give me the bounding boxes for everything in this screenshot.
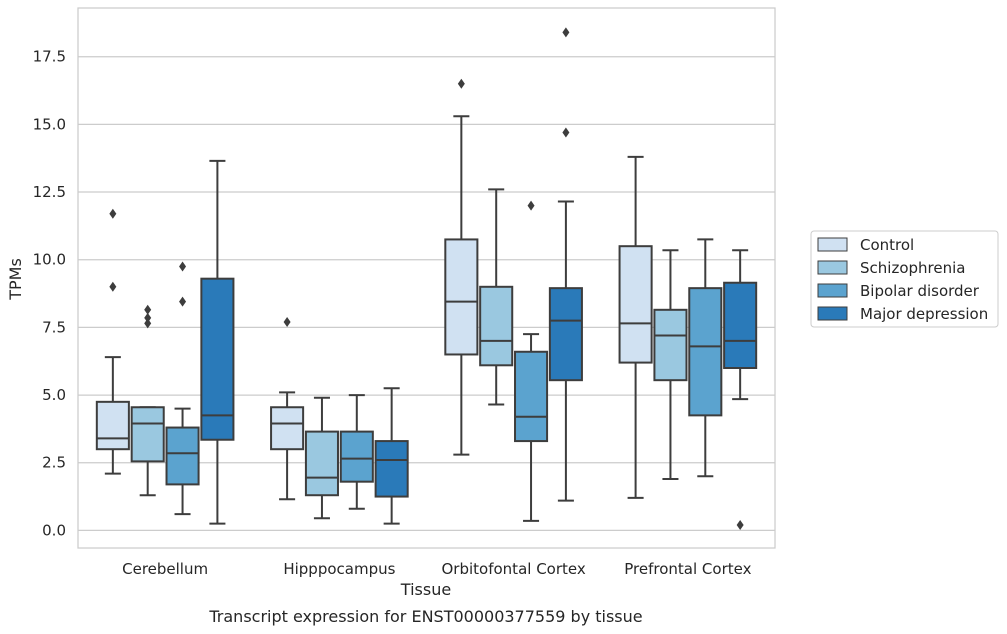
x-tick-label: Orbitofontal Cortex xyxy=(442,560,586,578)
y-tick-label: 12.5 xyxy=(33,183,66,201)
box-iqr xyxy=(270,406,305,451)
outlier-point xyxy=(144,318,152,329)
box-schizophrenia xyxy=(304,396,339,520)
box-control xyxy=(270,316,305,501)
box-iqr xyxy=(95,400,130,451)
outlier-point xyxy=(562,27,570,38)
box-control xyxy=(95,208,130,475)
boxes xyxy=(95,27,758,530)
box-schizophrenia xyxy=(479,188,514,406)
y-tick-label: 0.0 xyxy=(42,521,66,539)
box-bipolar-disorder xyxy=(165,261,200,516)
legend: Control Schizophrenia Bipolar disorder Majo… xyxy=(810,230,999,328)
legend-swatch xyxy=(817,237,848,252)
box-bipolar-disorder xyxy=(339,394,374,510)
box-iqr xyxy=(723,281,758,370)
box-iqr xyxy=(165,426,200,486)
box-iqr xyxy=(514,350,549,443)
box-major-depression xyxy=(200,159,235,525)
y-tick-label: 15.0 xyxy=(33,115,66,133)
legend-label: Bipolar disorder xyxy=(860,282,980,300)
box-bipolar-disorder xyxy=(688,238,723,478)
box-iqr xyxy=(653,308,688,382)
x-tick-label: Hipppocampus xyxy=(283,560,395,578)
outlier-point xyxy=(736,519,744,530)
box-control xyxy=(618,155,653,499)
box-iqr xyxy=(304,430,339,497)
y-tick-label: 5.0 xyxy=(42,386,66,404)
box-iqr xyxy=(374,440,409,498)
outlier-point xyxy=(457,78,465,89)
legend-swatch xyxy=(817,260,848,275)
legend-label: Control xyxy=(860,236,914,254)
x-tick-label: Cerebellum xyxy=(122,560,208,578)
y-axis-title: TPMs xyxy=(6,258,25,301)
box-major-depression xyxy=(548,27,583,502)
legend-swatch xyxy=(817,306,848,321)
y-axis-ticks: 0.0 2.5 5.0 7.5 10.0 12.5 15.0 17.5 xyxy=(33,48,66,540)
box-iqr xyxy=(130,406,165,463)
y-tick-label: 10.0 xyxy=(33,251,66,269)
y-tick-label: 2.5 xyxy=(42,454,66,472)
box-iqr xyxy=(548,287,583,382)
legend-entries: Control Schizophrenia Bipolar disorder Majo… xyxy=(817,236,988,323)
legend-frame xyxy=(810,230,999,328)
x-axis-title: Tissue xyxy=(400,580,451,599)
box-major-depression xyxy=(723,249,758,530)
box-schizophrenia xyxy=(653,249,688,480)
y-tick-label: 17.5 xyxy=(33,48,66,66)
y-tick-label: 7.5 xyxy=(42,318,66,336)
outlier-point xyxy=(179,261,187,272)
box-control xyxy=(444,78,479,456)
box-iqr xyxy=(618,245,653,364)
legend-swatch xyxy=(817,283,848,298)
box-iqr xyxy=(479,285,514,367)
box-iqr xyxy=(200,277,235,441)
x-tick-label: Prefrontal Cortex xyxy=(624,560,751,578)
outlier-point xyxy=(283,316,291,327)
box-major-depression xyxy=(374,387,409,525)
outlier-point xyxy=(144,304,152,315)
box-bipolar-disorder xyxy=(514,200,549,522)
box-schizophrenia xyxy=(130,304,165,497)
outlier-point xyxy=(144,312,152,323)
outlier-point xyxy=(109,281,117,292)
box-iqr xyxy=(688,287,723,417)
outlier-point xyxy=(179,296,187,307)
legend-label: Major depression xyxy=(860,305,988,323)
box-iqr xyxy=(444,238,479,356)
outlier-point xyxy=(562,127,570,138)
chart-caption: Transcript expression for ENST0000037755… xyxy=(208,607,642,626)
outlier-point xyxy=(109,208,117,219)
box-iqr xyxy=(339,430,374,483)
x-axis-ticks: Cerebellum Hipppocampus Orbitofontal Corte… xyxy=(122,560,751,578)
legend-label: Schizophrenia xyxy=(860,259,965,277)
outlier-point xyxy=(527,200,535,211)
